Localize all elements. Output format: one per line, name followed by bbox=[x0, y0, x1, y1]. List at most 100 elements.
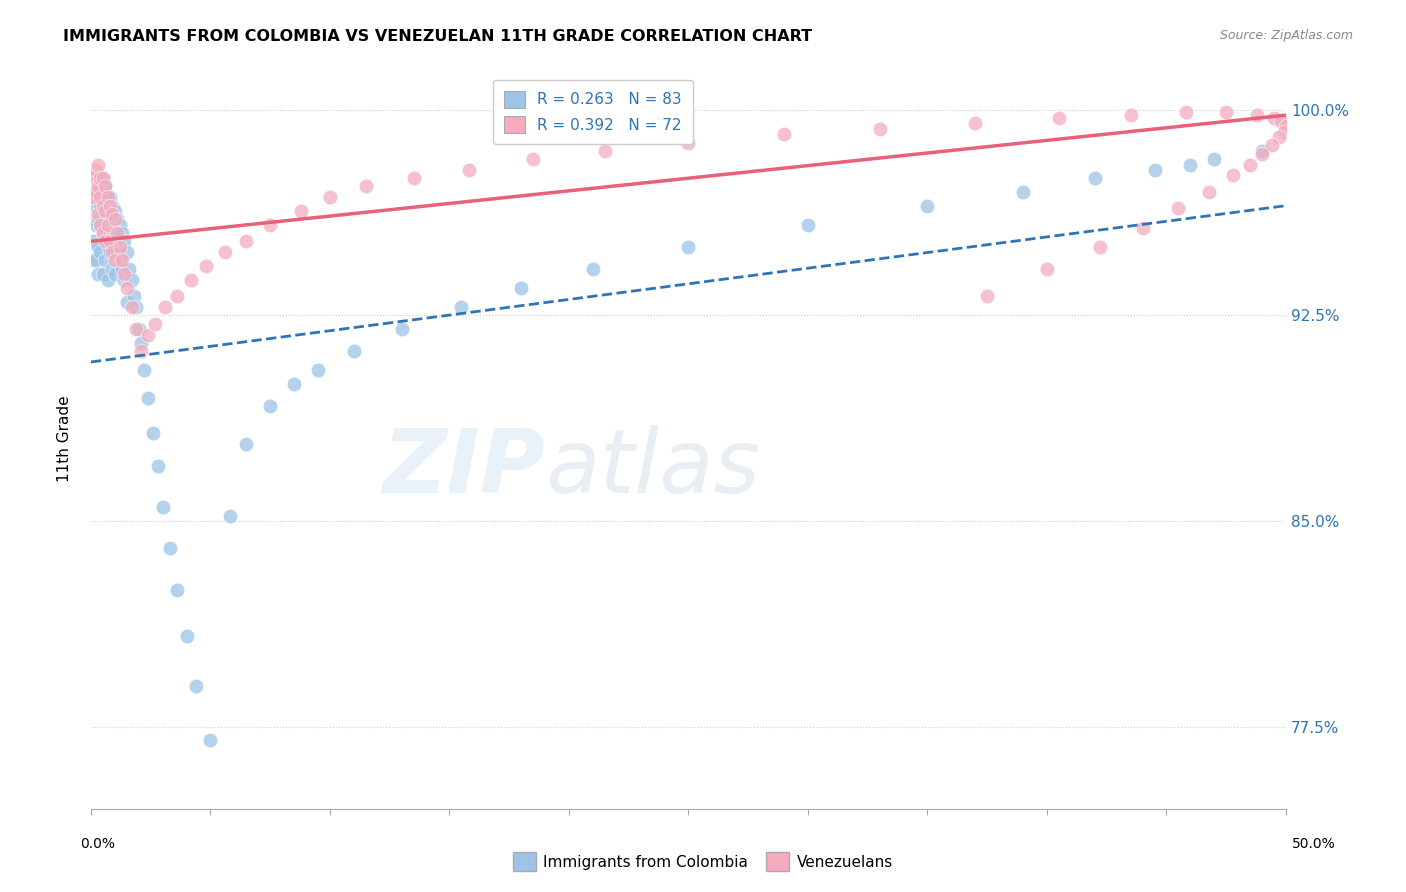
Point bbox=[98, 235, 121, 249]
Point bbox=[82, 190, 104, 204]
Point bbox=[152, 500, 174, 515]
Point bbox=[84, 185, 107, 199]
Point bbox=[965, 116, 987, 130]
Point bbox=[1174, 105, 1197, 120]
Point bbox=[98, 190, 121, 204]
Point bbox=[319, 190, 342, 204]
Point bbox=[582, 261, 605, 276]
Point bbox=[1132, 220, 1154, 235]
Point bbox=[89, 218, 111, 232]
Point bbox=[145, 317, 167, 331]
Point bbox=[89, 218, 111, 232]
Point bbox=[94, 179, 117, 194]
Point bbox=[91, 267, 114, 281]
Point bbox=[91, 204, 114, 219]
Legend: Immigrants from Colombia, Venezuelans: Immigrants from Colombia, Venezuelans bbox=[506, 847, 900, 877]
Point bbox=[104, 253, 127, 268]
Point bbox=[1260, 138, 1282, 153]
Text: 50.0%: 50.0% bbox=[1292, 837, 1336, 851]
Point bbox=[104, 204, 127, 219]
Point bbox=[290, 204, 312, 219]
Point bbox=[283, 376, 305, 391]
Point bbox=[111, 226, 134, 240]
Point bbox=[89, 245, 111, 260]
Point bbox=[259, 399, 281, 413]
Point bbox=[89, 190, 111, 204]
Point bbox=[1272, 125, 1295, 139]
Point bbox=[101, 226, 124, 240]
Point bbox=[121, 273, 143, 287]
Point bbox=[105, 212, 128, 227]
Point bbox=[522, 152, 544, 166]
Point bbox=[84, 253, 107, 268]
Point bbox=[678, 136, 700, 150]
Point bbox=[235, 437, 257, 451]
Text: Source: ZipAtlas.com: Source: ZipAtlas.com bbox=[1219, 29, 1353, 42]
Point bbox=[125, 300, 148, 314]
Point bbox=[108, 253, 131, 268]
Point bbox=[104, 226, 127, 240]
Point bbox=[678, 240, 700, 254]
Point bbox=[87, 190, 110, 204]
Point bbox=[1251, 144, 1274, 158]
Point bbox=[91, 199, 114, 213]
Point bbox=[1263, 111, 1285, 125]
Point bbox=[184, 679, 207, 693]
Point bbox=[1268, 130, 1291, 145]
Point bbox=[115, 245, 138, 260]
Point bbox=[98, 199, 121, 213]
Point bbox=[94, 218, 117, 232]
Point bbox=[97, 207, 120, 221]
Text: 0.0%: 0.0% bbox=[80, 837, 115, 851]
Point bbox=[773, 128, 796, 142]
Point bbox=[1204, 152, 1226, 166]
Point bbox=[84, 163, 107, 178]
Point bbox=[1251, 146, 1274, 161]
Point bbox=[87, 157, 110, 171]
Point bbox=[91, 171, 114, 186]
Point bbox=[112, 235, 135, 249]
Point bbox=[87, 267, 110, 281]
Point bbox=[82, 253, 104, 268]
Point bbox=[108, 218, 131, 232]
Text: ZIP: ZIP bbox=[382, 425, 546, 512]
Point bbox=[101, 245, 124, 260]
Point bbox=[122, 289, 145, 303]
Point bbox=[98, 245, 121, 260]
Point bbox=[115, 294, 138, 309]
Point bbox=[1198, 185, 1220, 199]
Point bbox=[136, 391, 159, 405]
Point bbox=[200, 733, 222, 747]
Point bbox=[510, 281, 533, 295]
Point bbox=[402, 171, 425, 186]
Point bbox=[1275, 119, 1298, 133]
Point bbox=[104, 267, 127, 281]
Point bbox=[87, 207, 110, 221]
Point bbox=[166, 582, 188, 597]
Y-axis label: 11th Grade: 11th Grade bbox=[58, 395, 72, 482]
Point bbox=[1036, 261, 1059, 276]
Point bbox=[98, 212, 121, 227]
Legend: R = 0.263   N = 83, R = 0.392   N = 72: R = 0.263 N = 83, R = 0.392 N = 72 bbox=[494, 80, 693, 145]
Point bbox=[84, 199, 107, 213]
Point bbox=[82, 235, 104, 249]
Point bbox=[91, 226, 114, 240]
Point bbox=[101, 199, 124, 213]
Point bbox=[94, 253, 117, 268]
Point bbox=[869, 121, 891, 136]
Point bbox=[82, 212, 104, 227]
Point bbox=[89, 179, 111, 194]
Point bbox=[94, 235, 117, 249]
Point bbox=[91, 171, 114, 186]
Point bbox=[112, 267, 135, 281]
Point bbox=[101, 207, 124, 221]
Point bbox=[87, 179, 110, 194]
Point bbox=[94, 204, 117, 219]
Point bbox=[1167, 202, 1189, 216]
Point bbox=[94, 179, 117, 194]
Point bbox=[105, 226, 128, 240]
Point bbox=[1239, 157, 1261, 171]
Point bbox=[1084, 171, 1107, 186]
Point bbox=[159, 541, 181, 556]
Point bbox=[89, 199, 111, 213]
